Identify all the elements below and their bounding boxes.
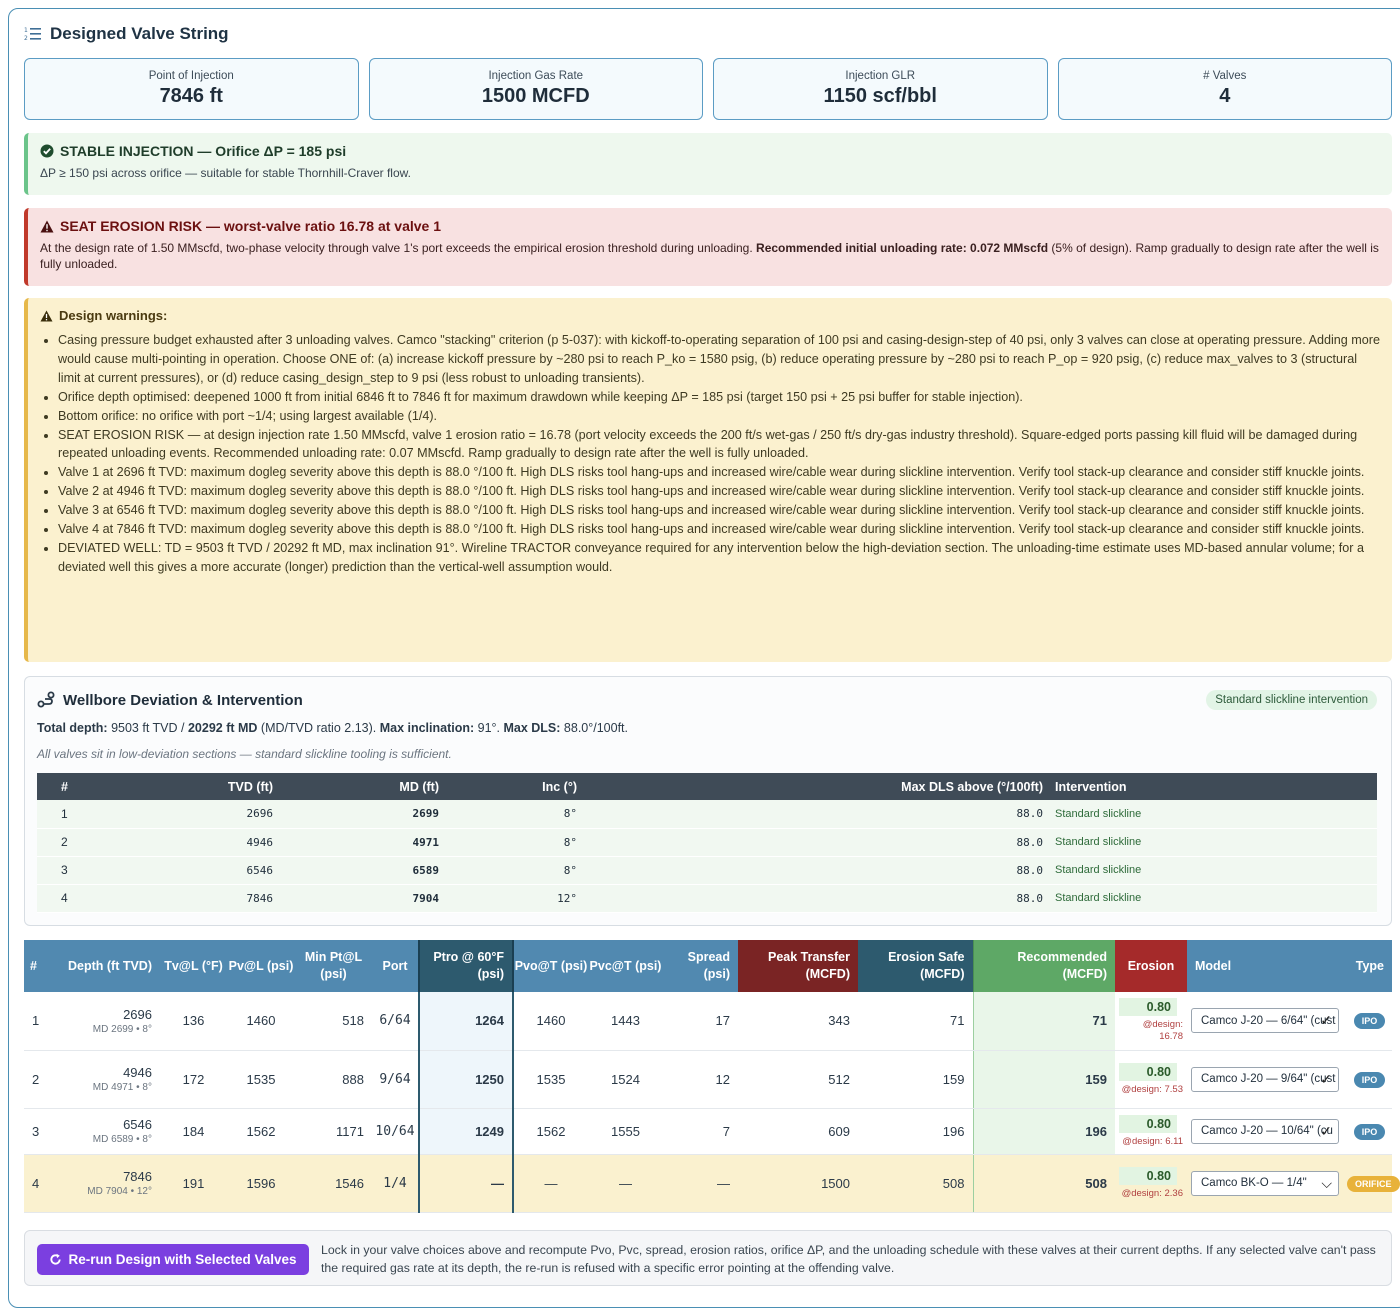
col-erosion-safe: Erosion Safe (MCFD): [858, 940, 973, 992]
kpi-label: # Valves: [1203, 70, 1247, 82]
valve-model-select[interactable]: Camco J-20 — 9/64" (cust ✓: [1191, 1066, 1339, 1092]
rerun-description: Lock in your valve choices above and rec…: [321, 1243, 1376, 1275]
wellbore-deviation-panel: Wellbore Deviation & Intervention Standa…: [24, 676, 1392, 926]
section-title: 1 2 Designed Valve String: [24, 24, 229, 44]
kpi-injection-gas-rate: Injection Gas Rate 1500 MCFD: [368, 58, 703, 120]
wellbore-path-icon: [37, 691, 55, 708]
chevron-down-icon: ✓: [1320, 1070, 1332, 1087]
col-inc: Inc (°): [443, 773, 581, 800]
chevron-down-icon: ✓: [1320, 1122, 1332, 1139]
table-row: 3 6546 6589 8° 88.0 Standard slickline: [37, 856, 1377, 885]
table-row: 2 4946 MD 4971 • 8° 172 1535 888 9/64 125…: [24, 1050, 1392, 1109]
col-port: Port: [372, 940, 419, 992]
erosion-ratio-badge: 0.80: [1119, 1062, 1177, 1081]
svg-text:1: 1: [24, 27, 28, 34]
table-row: 1 2696 2699 8° 88.0 Standard slickline: [37, 800, 1377, 829]
list-item: Casing pressure budget exhausted after 3…: [58, 331, 1380, 388]
col-num: #: [24, 940, 58, 992]
list-item: SEAT EROSION RISK — at design injection …: [58, 426, 1380, 464]
stable-injection-banner: STABLE INJECTION — Orifice ΔP = 185 psi …: [24, 133, 1392, 195]
stable-title: STABLE INJECTION — Orifice ΔP = 185 psi: [60, 143, 347, 159]
deviation-table: # TVD (ft) MD (ft) Inc (°) Max DLS above…: [37, 773, 1377, 913]
check-circle-icon: [40, 144, 54, 158]
erosion-risk-banner: SEAT EROSION RISK — worst-valve ratio 16…: [24, 208, 1392, 286]
col-tv: Tv@L (°F): [160, 940, 227, 992]
erosion-ratio-badge: 0.80: [1119, 1166, 1177, 1185]
kpi-value: 1500 MCFD: [481, 85, 590, 107]
valve-type-badge: IPO: [1353, 1071, 1386, 1088]
valve-model-select[interactable]: Camco J-20 — 10/64" (cu ✓: [1191, 1118, 1339, 1144]
col-pvc: Pvc@T (psi): [588, 940, 663, 992]
col-pvo: Pvo@T (psi): [513, 940, 588, 992]
chevron-down-icon: ⌵: [1321, 1174, 1332, 1191]
rerun-panel: Re-run Design with Selected Valves Lock …: [24, 1230, 1392, 1286]
col-peak-transfer: Peak Transfer (MCFD): [738, 940, 858, 992]
warnings-list: Casing pressure budget exhausted after 3…: [40, 331, 1380, 577]
table-row: 4 7846 MD 7904 • 12° 191 1596 1546 1/4 — …: [24, 1154, 1400, 1213]
intervention-badge: Standard slickline intervention: [1206, 690, 1377, 710]
col-dls: Max DLS above (°/100ft): [581, 773, 1047, 800]
kpi-point-of-injection: Point of Injection 7846 ft: [24, 58, 359, 120]
wellbore-title: Wellbore Deviation & Intervention: [63, 691, 303, 709]
rerun-design-button[interactable]: Re-run Design with Selected Valves: [37, 1244, 309, 1275]
kpi-injection-glr: Injection GLR 1150 scf/bbl: [713, 58, 1048, 120]
table-row: 2 4946 4971 8° 88.0 Standard slickline: [37, 828, 1377, 857]
erosion-title: SEAT EROSION RISK — worst-valve ratio 16…: [60, 218, 441, 234]
kpi-valve-count: # Valves 4: [1057, 58, 1392, 120]
list-item: DEVIATED WELL: TD = 9503 ft TVD / 20292 …: [58, 539, 1380, 577]
col-model: Model: [1187, 940, 1347, 992]
erosion-text: At the design rate of 1.50 MMscfd, two-p…: [40, 241, 1379, 271]
numbered-list-icon: 1 2: [24, 27, 41, 42]
col-intervention: Intervention: [1047, 773, 1377, 800]
valve-type-badge: IPO: [1353, 1123, 1386, 1140]
valve-design-table: # Depth (ft TVD) Tv@L (°F) Pv@L (psi) Mi…: [24, 940, 1400, 1213]
erosion-ratio-badge: 0.80: [1119, 998, 1177, 1017]
total-depth-line: Total depth: 9503 ft TVD / 20292 ft MD (…: [37, 721, 628, 735]
col-depth: Depth (ft TVD): [58, 940, 160, 992]
deviation-note: All valves sit in low-deviation sections…: [37, 747, 452, 761]
kpi-label: Injection GLR: [845, 70, 916, 82]
col-md: MD (ft): [277, 773, 443, 800]
col-erosion: Erosion: [1115, 940, 1187, 992]
list-item: Valve 2 at 4946 ft TVD: maximum dogleg s…: [58, 482, 1380, 501]
valve-model-select[interactable]: Camco BK-O — 1/4" ⌵: [1191, 1170, 1339, 1196]
col-pv: Pv@L (psi): [227, 940, 295, 992]
chevron-down-icon: ✓: [1320, 1012, 1332, 1029]
svg-text:2: 2: [24, 35, 28, 42]
list-item: Valve 1 at 2696 ft TVD: maximum dogleg s…: [58, 463, 1380, 482]
col-ptro: Ptro @ 60°F (psi): [418, 940, 514, 992]
valve-model-select[interactable]: Camco J-20 — 6/64" (cust ✓: [1191, 1008, 1339, 1034]
kpi-value: 1150 scf/bbl: [823, 85, 937, 107]
col-num: #: [37, 773, 79, 800]
col-type: Type: [1347, 940, 1392, 992]
col-spread: Spread (psi): [663, 940, 738, 992]
erosion-ratio-badge: 0.80: [1119, 1114, 1177, 1133]
section-title-text: Designed Valve String: [50, 24, 229, 43]
kpi-label: Point of Injection: [148, 70, 234, 82]
col-tvd: TVD (ft): [79, 773, 277, 800]
kpi-row: Point of Injection 7846 ft Injection Gas…: [24, 58, 1392, 120]
list-item: Orifice depth optimised: deepened 1000 f…: [58, 388, 1380, 407]
warnings-title: Design warnings:: [59, 308, 168, 323]
table-row: 4 7846 7904 12° 88.0 Standard slickline: [37, 884, 1377, 913]
list-item: Valve 4 at 7846 ft TVD: maximum dogleg s…: [58, 520, 1380, 539]
warning-triangle-icon: [40, 220, 54, 232]
list-item: Valve 3 at 6546 ft TVD: maximum dogleg s…: [58, 501, 1380, 520]
warning-triangle-icon: [40, 309, 53, 322]
table-row: 1 2696 MD 2699 • 8° 136 1460 518 6/64 126…: [24, 992, 1392, 1051]
stable-text: ΔP ≥ 150 psi across orifice — suitable f…: [40, 166, 411, 180]
kpi-value: 4: [1219, 85, 1231, 107]
rerun-button-label: Re-run Design with Selected Valves: [68, 1252, 297, 1267]
kpi-value: 7846 ft: [159, 85, 223, 107]
design-warnings-banner: Design warnings: Casing pressure budget …: [24, 298, 1392, 662]
valve-type-badge: IPO: [1353, 1013, 1386, 1030]
col-recommended: Recommended (MCFD): [972, 940, 1115, 992]
list-item: Bottom orifice: no orifice with port ~1/…: [58, 407, 1380, 426]
col-minpt: Min Pt@L (psi): [295, 940, 372, 992]
valve-type-badge: ORIFICE: [1347, 1175, 1400, 1192]
table-row: 3 6546 MD 6589 • 8° 184 1562 1171 10/64 1…: [24, 1108, 1392, 1155]
refresh-icon: [50, 1253, 62, 1265]
kpi-label: Injection Gas Rate: [488, 70, 584, 82]
